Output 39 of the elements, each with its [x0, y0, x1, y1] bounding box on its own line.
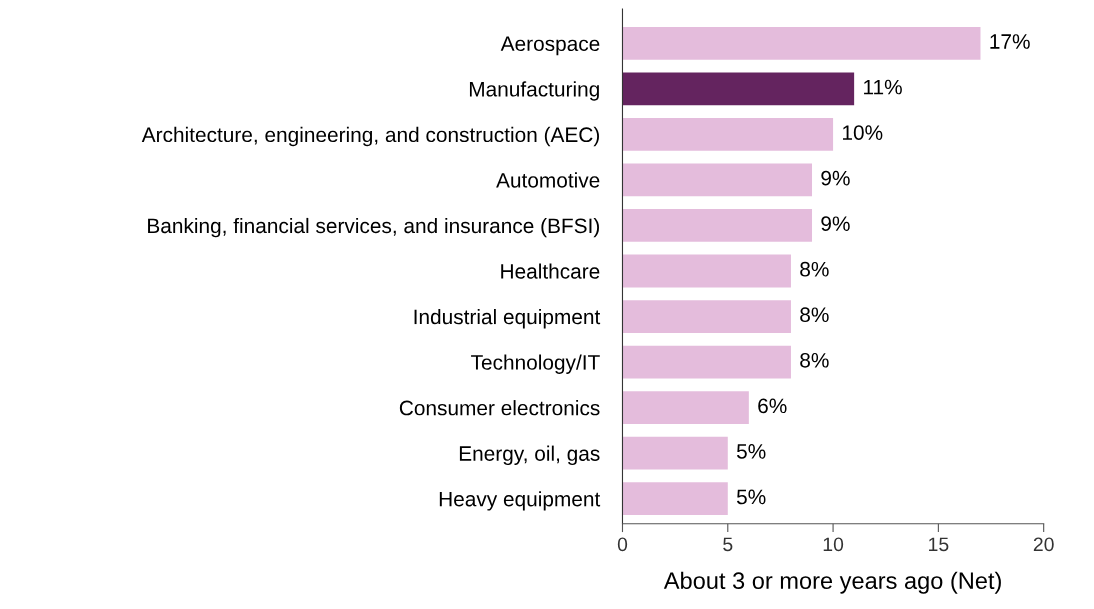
- data-label: 8%: [800, 352, 829, 368]
- y-tick-label: Healthcare: [501, 263, 600, 279]
- data-label: 5%: [736, 444, 766, 459]
- y-tick-label: Consumer electronics: [399, 400, 600, 416]
- bar: [622, 26, 981, 60]
- x-tick-label: 0: [617, 537, 628, 552]
- bar: [622, 300, 791, 333]
- bar: [622, 391, 749, 425]
- x-axis-title: About 3 or more years ago (Net): [663, 571, 1001, 594]
- bar: [622, 436, 728, 470]
- y-tick-label: Industrial equipment: [414, 308, 601, 329]
- data-label: 5%: [736, 489, 766, 505]
- bar: [622, 345, 791, 379]
- y-tick-label: Energy, oil, gas: [459, 445, 600, 466]
- data-label: 6%: [758, 398, 787, 414]
- data-label: 9%: [821, 170, 850, 186]
- bar: [622, 72, 855, 106]
- data-label: 10%: [843, 125, 883, 140]
- x-tick-label: 15: [929, 537, 949, 552]
- y-tick-label: Aerospace: [500, 36, 600, 56]
- bar: [622, 254, 791, 288]
- bar: [622, 482, 728, 516]
- y-tick-label: Architecture, engineering, and construction (AEC): [141, 126, 599, 147]
- x-tick-label: 20: [1033, 537, 1054, 552]
- y-tick-label: Technology/IT: [471, 354, 600, 374]
- data-label: 9%: [821, 216, 850, 232]
- y-tick-label: Heavy equipment: [439, 491, 601, 511]
- y-tick-label: Automotive: [496, 172, 600, 188]
- data-label: 17%: [990, 34, 1030, 49]
- bar: [622, 209, 813, 242]
- data-label: 8%: [800, 261, 829, 277]
- x-tick-label: 5: [723, 537, 733, 552]
- bar: [622, 117, 834, 151]
- data-label: 8%: [800, 307, 829, 323]
- y-tick-label: Banking, financial services, and insurance (BFSI): [148, 217, 599, 238]
- y-tick-label: Manufacturing: [469, 81, 599, 101]
- x-tick-label: 10: [823, 537, 844, 552]
- data-label: 11%: [864, 79, 902, 95]
- bar: [622, 163, 813, 197]
